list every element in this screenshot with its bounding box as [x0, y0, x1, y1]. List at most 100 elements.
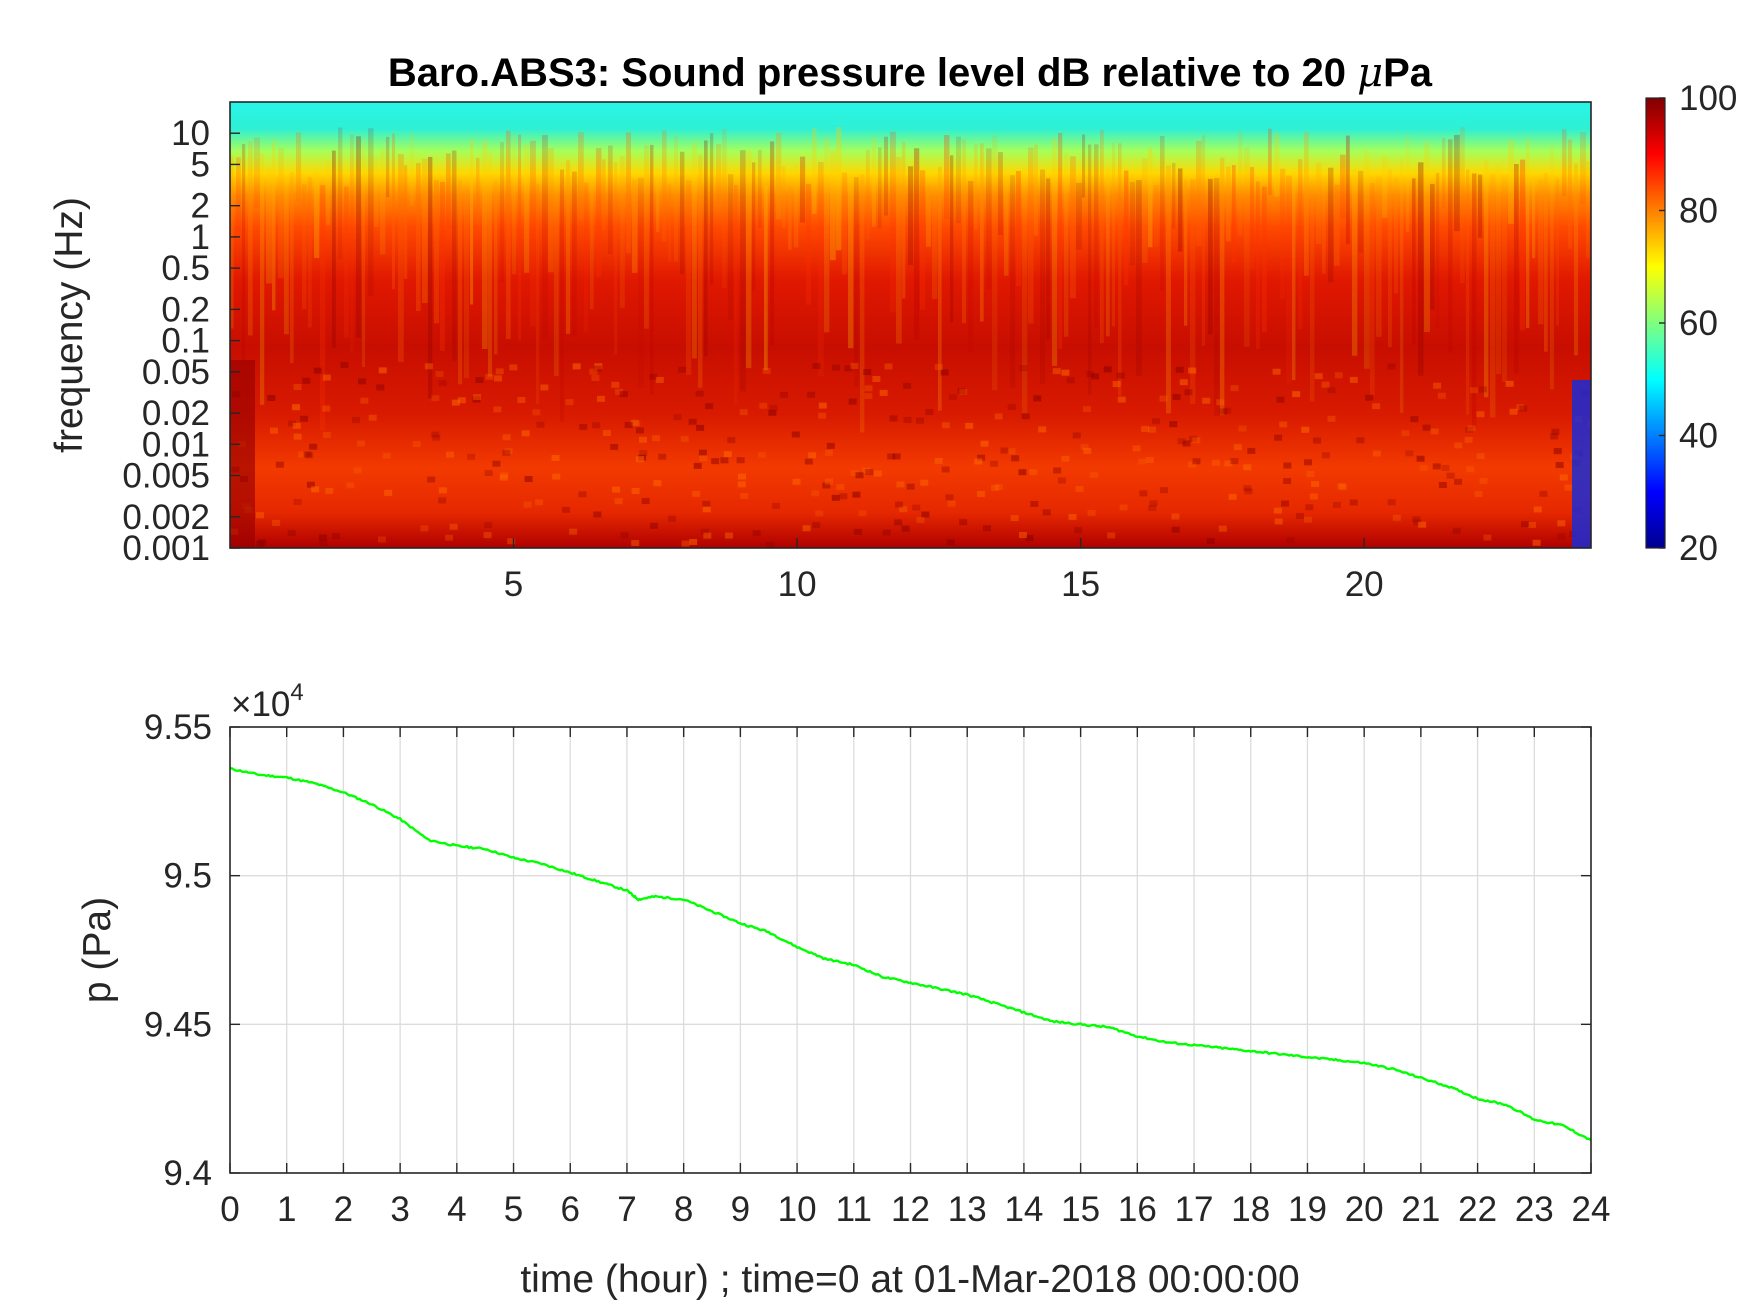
spectrogram-stripe — [944, 135, 950, 219]
spectrogram-blob — [959, 388, 968, 395]
pressure-x-tick-label: 3 — [390, 1190, 409, 1229]
spectrogram-stripe — [1424, 141, 1430, 332]
spectrogram-blob — [1446, 472, 1455, 479]
spectrogram-stripe — [1586, 161, 1590, 259]
spectrogram-blob — [852, 491, 861, 498]
pressure-x-tick-label: 21 — [1401, 1190, 1440, 1229]
spectrogram-stripe — [1148, 148, 1153, 248]
spectrogram-stripe — [242, 144, 246, 361]
spectrogram-blob — [737, 481, 746, 488]
spectrogram-blob — [1392, 514, 1401, 521]
spectrogram-blob — [292, 404, 301, 411]
spectrogram-stripe — [1088, 144, 1092, 395]
spectrogram-blob — [1243, 464, 1252, 471]
spectrogram-blob — [822, 482, 831, 489]
spectrogram-stripe — [1376, 176, 1382, 337]
spectrogram-stripe — [656, 169, 660, 233]
spectrogram-stripe — [1448, 139, 1453, 353]
spectrogram-blob — [1223, 407, 1232, 414]
pressure-y-tick-label: 9.4 — [163, 1154, 212, 1193]
spectrogram-blob — [1238, 425, 1247, 432]
pressure-x-tick-label: 1 — [277, 1190, 296, 1229]
spectrogram-blob — [1372, 450, 1381, 457]
spectrogram-stripe — [1124, 170, 1129, 286]
spectrogram-blob — [1019, 365, 1028, 372]
spectrogram-blob — [507, 538, 516, 545]
spectrogram-stripe — [698, 154, 703, 388]
spectrogram-blob — [499, 474, 508, 481]
spectrogram-blob — [844, 365, 853, 372]
spectrogram-stripe — [1364, 150, 1370, 369]
spectrogram-stripe — [842, 172, 848, 275]
spectrogram-blob — [696, 424, 705, 431]
spectrogram-blob — [325, 487, 334, 494]
spectrogram-blob — [759, 402, 768, 409]
spectrogram-blob — [517, 396, 526, 403]
spectrogram-blob — [812, 363, 821, 370]
spectrogram-blob — [1169, 421, 1178, 428]
spectrogram-blob — [894, 501, 903, 508]
spectrogram-blob — [862, 467, 871, 474]
spectrogram-blob — [815, 510, 824, 517]
spectrogram-blob — [705, 403, 714, 410]
spectrogram-blob — [612, 486, 621, 493]
spectrogram-stripe — [398, 154, 404, 362]
spectrogram-stripe — [1568, 139, 1572, 249]
spectrogram-stripe — [1394, 177, 1399, 294]
spectrogram-stripe — [1514, 163, 1519, 374]
spectrogram-blob — [1192, 437, 1201, 444]
spectrogram-stripe — [1556, 178, 1560, 326]
spectrogram-blob — [736, 457, 745, 464]
spectrogram-blob — [1211, 459, 1220, 466]
spectrogram-stripe — [1130, 181, 1136, 266]
spectrogram-blob — [311, 486, 320, 493]
spectrogram-blob — [1283, 462, 1292, 469]
spectrogram-blob — [1145, 456, 1154, 463]
spectrogram-y-tick-label: 0.001 — [122, 529, 210, 568]
spectrogram-blob — [889, 415, 898, 422]
spectrogram-blob — [825, 449, 834, 456]
spectrogram-blob — [1159, 487, 1168, 494]
spectrogram-blob — [569, 528, 578, 535]
spectrogram-title: Baro.ABS3: Sound pressure level dB relat… — [388, 50, 1433, 96]
spectrogram-blob — [614, 388, 623, 395]
spectrogram-stripe — [416, 163, 421, 311]
spectrogram-stripe — [1220, 157, 1225, 416]
spectrogram-blob — [1279, 421, 1288, 428]
spectrogram-blob — [485, 373, 494, 380]
spectrogram-blob — [1274, 518, 1283, 525]
pressure-panel: 0 1 2 3 4 5 6 7 8 9 10 11 12 13 14 15 16 17 18 19 20 21 22 23 24… — [76, 679, 1610, 1301]
spectrogram-blob — [1218, 525, 1227, 532]
spectrogram-blob — [313, 367, 322, 374]
spectrogram-blob — [1349, 376, 1358, 383]
spectrogram-blob — [1301, 426, 1310, 433]
pressure-y-tick-label: 9.45 — [144, 1005, 212, 1044]
spectrogram-stripe — [722, 128, 727, 289]
spectrogram-blob — [703, 532, 712, 539]
spectrogram-blob — [740, 492, 749, 499]
spectrogram-blob — [1349, 499, 1358, 506]
spectrogram-stripe — [1292, 171, 1296, 381]
spectrogram-blob — [681, 540, 690, 547]
spectrogram-blob — [1553, 448, 1562, 455]
spectrogram-blob — [532, 409, 541, 416]
spectrogram-blob — [561, 506, 570, 513]
spectrogram-blob — [322, 405, 331, 412]
spectrogram-blob — [1505, 380, 1514, 387]
spectrogram-blob — [1321, 452, 1330, 459]
spectrogram-stripe — [782, 166, 786, 228]
spectrogram-blob — [1476, 411, 1485, 418]
spectrogram-blob — [1159, 395, 1168, 402]
spectrogram-y-tick-label: 0.1 — [161, 322, 210, 361]
pressure-x-tick-label: 2 — [334, 1190, 353, 1229]
spectrogram-blob — [1089, 471, 1098, 478]
spectrogram-blob — [1171, 513, 1180, 520]
spectrogram-blob — [432, 434, 441, 441]
spectrogram-stripe — [1160, 135, 1165, 292]
spectrogram-stripe — [914, 148, 920, 340]
spectrogram-stripe — [752, 162, 756, 292]
spectrogram-blob — [635, 427, 644, 434]
spectrogram-blob — [1454, 478, 1463, 485]
spectrogram-blob — [1410, 416, 1419, 423]
